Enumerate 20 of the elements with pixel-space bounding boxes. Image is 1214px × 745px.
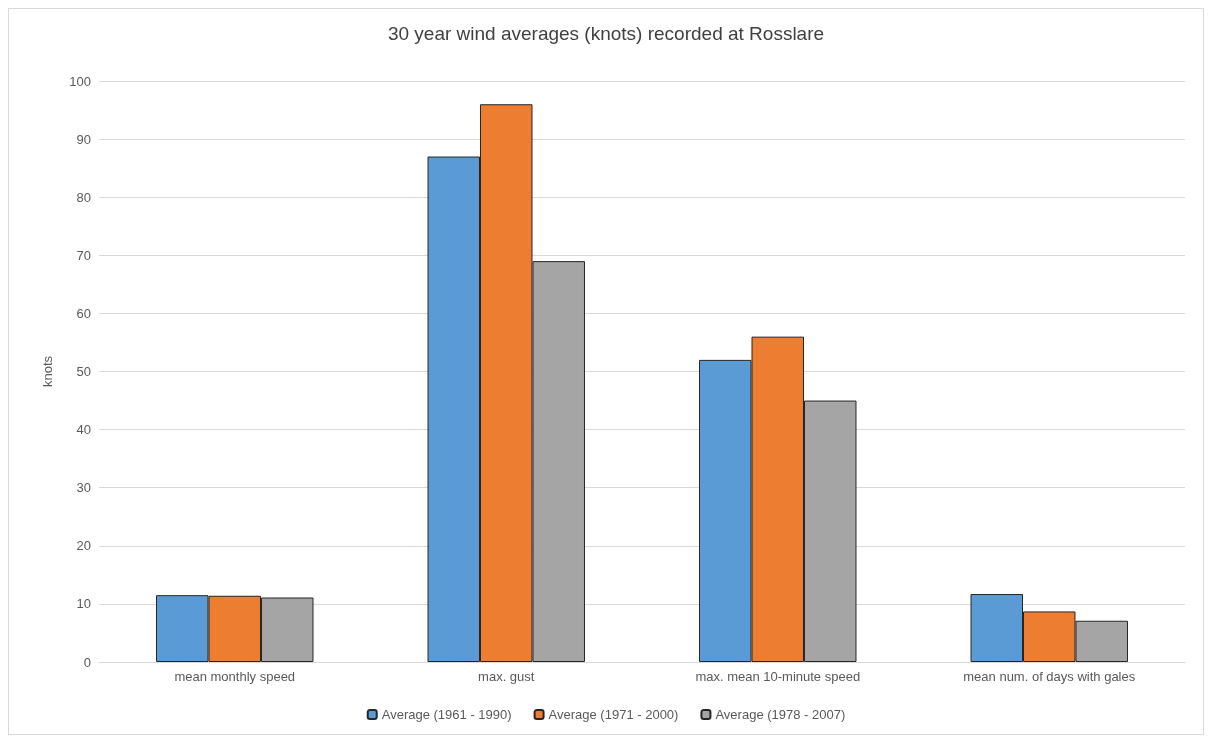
y-tick-label: 60 <box>76 305 91 321</box>
x-tick-label: max. mean 10-minute speed <box>695 669 861 684</box>
y-tick-label: 80 <box>76 189 91 205</box>
y-tick-label: 20 <box>76 538 91 554</box>
y-tick-label: 50 <box>76 364 91 379</box>
x-tick-label: mean monthly speed <box>174 669 296 684</box>
x-tick-label: max. gust <box>478 669 535 684</box>
y-tick-label: 90 <box>76 131 91 147</box>
x-tick-label: mean num. of days with gales <box>963 669 1136 684</box>
legend-label: Average (1971 - 2000) <box>548 707 679 722</box>
y-axis-title: knots <box>40 355 55 388</box>
legend-label: Average (1978 - 2007) <box>715 707 846 722</box>
legend-label: Average (1961 - 1990) <box>381 707 512 722</box>
y-tick-label: 30 <box>76 480 91 496</box>
y-tick-label: 0 <box>83 654 91 670</box>
y-tick-label: 70 <box>76 247 91 263</box>
y-tick-label: 100 <box>69 73 91 89</box>
y-tick-label: 10 <box>76 596 91 612</box>
chart-title: 30 year wind averages (knots) recorded at Rosslare <box>387 23 825 44</box>
y-tick-label: 40 <box>76 422 91 438</box>
